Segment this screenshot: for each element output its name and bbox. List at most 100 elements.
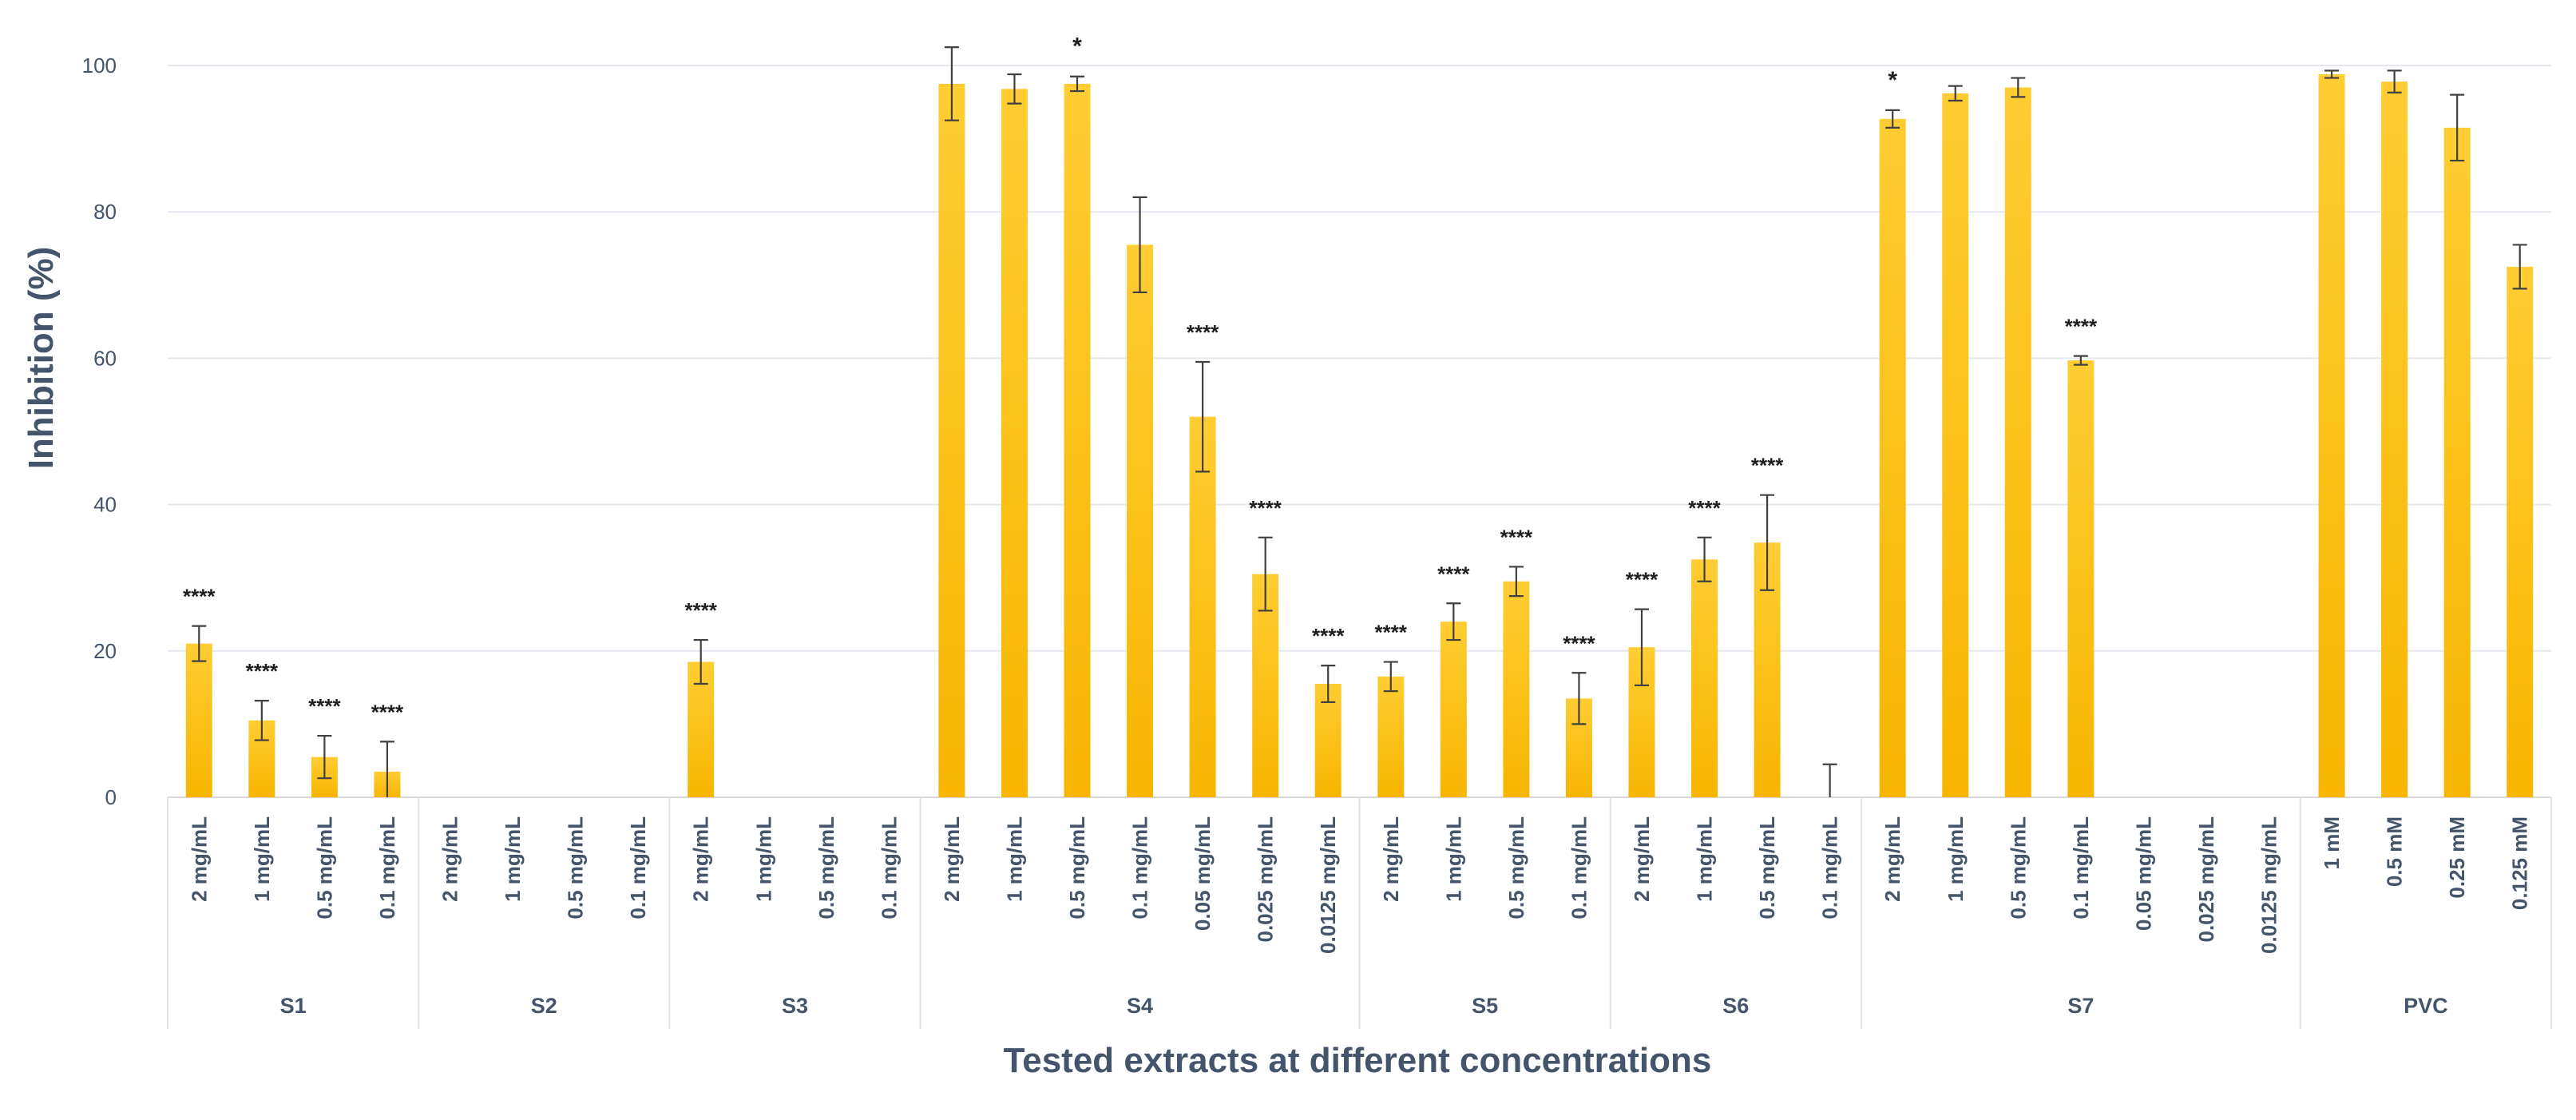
significance-label: **** [1563, 631, 1595, 655]
significance-label: **** [1312, 624, 1345, 648]
significance-label: **** [1688, 496, 1721, 520]
bar-PVC-0.5mM [2381, 81, 2408, 798]
error-bar [1132, 196, 1147, 294]
significance-label: **** [1626, 568, 1659, 592]
x-tick-label: 1 mM [2320, 816, 2344, 869]
x-tick-label: 2 mg/mL [1880, 816, 1904, 902]
significance-label: **** [1375, 621, 1408, 645]
x-tick-label: 0.5 mg/mL [312, 816, 336, 919]
error-bar [944, 46, 959, 121]
x-tick-label: 0.025 mg/mL [1254, 816, 1278, 943]
significance-label: **** [1751, 454, 1784, 478]
x-tick-label: 1 mg/mL [1441, 816, 1465, 902]
x-axis-category-table: 2 mg/mL 1 mg/mL 0.5 mg/mL 0.1 mg/mL S1 2 mg/m… [167, 797, 2552, 1029]
error-bar [2073, 355, 2088, 366]
y-tick-label: 0 [105, 785, 117, 809]
significance-label: **** [1500, 525, 1533, 549]
error-bar [1195, 360, 1211, 473]
bar-PVC-1mM [2318, 73, 2345, 797]
y-tick-label: 100 [82, 54, 117, 77]
error-bar [2324, 70, 2340, 79]
error-bar [1760, 494, 1775, 591]
x-tick-label: 0.5 mg/mL [564, 816, 588, 919]
error-bar [1258, 536, 1273, 612]
significance-label: **** [1249, 496, 1282, 520]
error-bar [1070, 75, 1085, 93]
x-tick-label: 0.05 mg/mL [1191, 816, 1215, 931]
error-bar [379, 741, 394, 797]
y-axis-title: Inhibition (%) [22, 247, 61, 470]
error-bar [1822, 763, 1837, 797]
group-label-s7: S7 [2067, 994, 2094, 1018]
x-tick-label: 0.5 mM [2383, 816, 2407, 887]
x-tick-label: 1 mg/mL [1002, 816, 1026, 902]
error-bar [1634, 608, 1649, 686]
significance-label: * [1888, 67, 1897, 93]
group-label-s4: S4 [1127, 994, 1153, 1018]
x-tick-label: 0.5 mg/mL [1755, 816, 1779, 919]
x-tick-label: 0.1 mg/mL [877, 816, 901, 919]
y-axis-ticks: 0 20 40 60 80 100 [82, 54, 117, 809]
x-tick-label: 0.05 mg/mL [2131, 816, 2155, 931]
bar-S5-0.5mgmL [1503, 581, 1530, 797]
x-tick-label: 0.5 mg/mL [814, 816, 838, 919]
bar-S1-2mgmL [185, 643, 212, 797]
error-bar [1446, 602, 1461, 641]
error-bar [1383, 661, 1398, 693]
x-tick-label: 2 mg/mL [689, 816, 713, 902]
error-bar [1508, 566, 1524, 598]
x-tick-label: 0.5 mg/mL [1504, 816, 1528, 919]
error-bar [2512, 244, 2527, 290]
bar-S5-2mgmL [1377, 676, 1405, 797]
x-tick-label: 0.0125 mg/mL [1316, 816, 1340, 954]
error-bar [317, 734, 332, 780]
x-tick-label: 1 mg/mL [501, 816, 525, 902]
x-tick-label: 2 mg/mL [187, 816, 211, 902]
x-tick-label: 0.5 mg/mL [2006, 816, 2030, 919]
x-tick-label: 1 mg/mL [250, 816, 274, 902]
significance-label: **** [684, 598, 717, 622]
bar-S6-1mgmL [1691, 559, 1718, 797]
significance-label: **** [371, 700, 404, 724]
x-tick-label: 2 mg/mL [1379, 816, 1403, 902]
error-bar [693, 638, 708, 685]
y-tick-label: 20 [93, 639, 117, 663]
significance-label: **** [2065, 315, 2098, 339]
x-tick-label: 0.1 mg/mL [1818, 816, 1842, 919]
error-bars [192, 46, 2527, 797]
error-bar [1571, 672, 1587, 725]
significance-labels: ************ ********************* *******… [183, 34, 2098, 725]
x-tick-label: 0.1 mg/mL [375, 816, 399, 919]
bar-PVC-0.125mM [2507, 266, 2534, 797]
bar-S4-1mgmL [1001, 89, 1028, 797]
x-axis-title: Tested extracts at different concentrati… [1004, 1041, 1712, 1080]
x-tick-label: 0.1 mg/mL [1128, 816, 1152, 919]
bar-S4-0.1mgmL [1127, 244, 1154, 797]
bar-S4-0.05mgmL [1189, 416, 1216, 797]
group-label-s6: S6 [1722, 994, 1749, 1018]
significance-label: **** [1437, 562, 1470, 586]
x-tick-label: 1 mg/mL [751, 816, 775, 902]
bar-S7-2mgmL [1879, 118, 1906, 798]
error-bar [1007, 73, 1022, 105]
group-label-s1: S1 [280, 994, 307, 1018]
group-label-s2: S2 [531, 994, 557, 1018]
error-bar [2011, 77, 2026, 98]
significance-label: * [1072, 34, 1082, 60]
x-tick-label: 0.5 mg/mL [1065, 816, 1089, 919]
y-tick-label: 40 [93, 493, 117, 517]
bar-S7-1mgmL [1942, 93, 1969, 798]
x-tick-label: 2 mg/mL [438, 816, 462, 902]
group-label-s5: S5 [1472, 994, 1498, 1018]
error-bar [1948, 85, 1963, 102]
x-tick-label: 0.0125 mg/mL [2257, 816, 2281, 954]
error-bar [2450, 93, 2465, 162]
significance-label: **** [183, 585, 216, 609]
bar-S5-1mgmL [1440, 622, 1467, 797]
error-bar [2387, 70, 2402, 93]
error-bar [1885, 109, 1900, 129]
y-tick-label: 80 [93, 200, 117, 224]
x-tick-label: 0.125 mM [2508, 816, 2532, 910]
bar-S7-0.1mgmL [2067, 360, 2094, 797]
